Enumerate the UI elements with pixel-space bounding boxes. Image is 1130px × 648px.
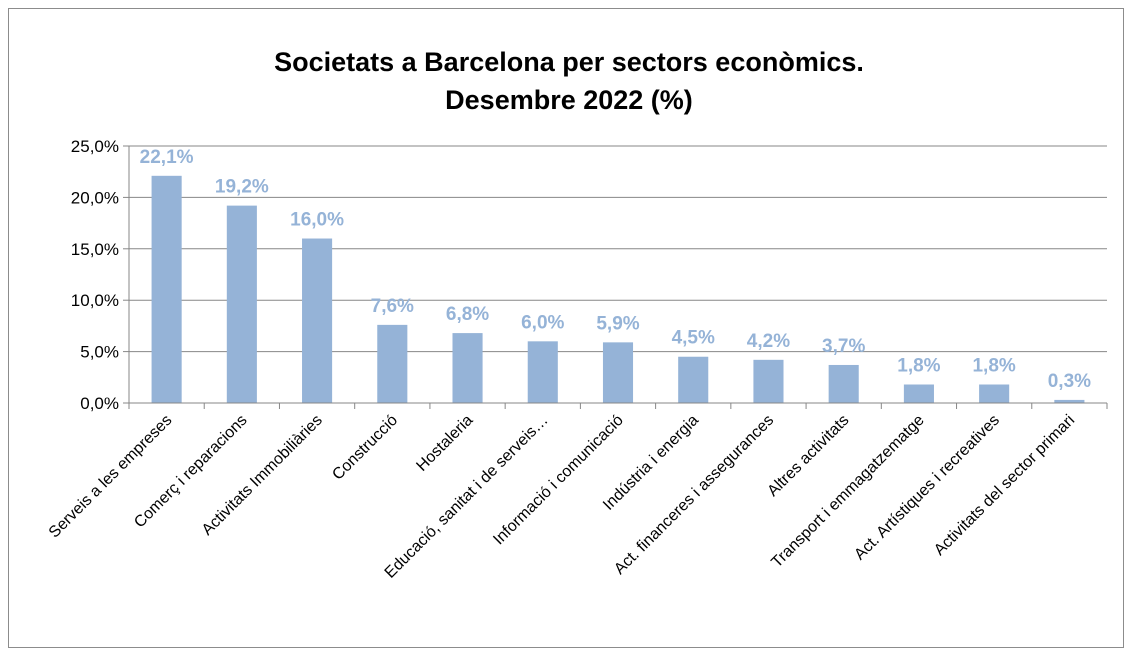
y-tick-label: 25,0% — [71, 137, 119, 156]
data-label: 3,7% — [822, 336, 865, 357]
bar — [979, 384, 1010, 403]
x-tick-label: Hostaleria — [413, 412, 476, 475]
chart-frame: Societats a Barcelona per sectors econòm… — [8, 8, 1124, 648]
bar — [602, 342, 634, 403]
data-label: 19,2% — [215, 177, 269, 198]
bar — [527, 341, 558, 403]
data-label: 6,0% — [521, 312, 564, 333]
bar — [452, 333, 483, 403]
y-tick-label: 0,0% — [80, 394, 119, 413]
x-tick-label: Educació, sanitat i de serveis… — [382, 412, 552, 582]
chart-title-line-1: Societats a Barcelona per sectors econòm… — [274, 47, 864, 77]
x-tick-label: Transport i emmagatzematge — [768, 412, 927, 571]
y-tick-label: 5,0% — [80, 343, 119, 362]
y-tick-label: 10,0% — [71, 291, 119, 310]
bar — [1054, 399, 1085, 403]
x-tick-label: Altres activitats — [764, 412, 852, 500]
y-axis: 0,0% 5,0% 10,0% 15,0% 20,0% 25,0% — [71, 137, 130, 413]
x-tick-label: Act. financeres i assegurances — [611, 412, 777, 578]
bar — [302, 238, 333, 403]
x-tick-label: Activitats Immobiliàries — [199, 412, 326, 539]
data-labels: 22,1% 19,2% 16,0% 7,6% 6,8% 6,0% 5,9% 4,5% 4,2% 3… — [140, 147, 1091, 392]
data-label: 7,6% — [371, 296, 414, 317]
bar — [903, 384, 934, 403]
x-tick-label: Construcció — [329, 412, 401, 484]
bar — [377, 324, 408, 403]
data-label: 4,5% — [672, 328, 715, 349]
data-label: 22,1% — [140, 147, 194, 168]
data-label: 16,0% — [290, 210, 344, 231]
y-tick-label: 20,0% — [71, 188, 119, 207]
bars — [151, 175, 1085, 403]
bar — [151, 175, 182, 403]
data-label: 4,2% — [747, 331, 790, 352]
x-tick-label: Informació i comunicació — [490, 412, 627, 549]
data-label: 5,9% — [596, 313, 639, 334]
bar-chart: Societats a Barcelona per sectors econòm… — [46, 47, 1108, 582]
x-tick-label: Act. Artístiques i recreatives — [851, 412, 1003, 564]
x-tick-label: Serveis a les empreses — [46, 412, 176, 542]
bar — [678, 356, 709, 403]
data-label: 1,8% — [972, 355, 1015, 376]
bar — [226, 205, 257, 403]
x-tick-label: Activitats del sector primari — [931, 412, 1078, 559]
data-label: 0,3% — [1048, 371, 1091, 392]
data-label: 6,8% — [446, 304, 489, 325]
bar — [753, 359, 784, 403]
bar — [828, 364, 859, 403]
y-tick-label: 15,0% — [71, 240, 119, 259]
chart-title-line-2: Desembre 2022 (%) — [445, 85, 693, 115]
gridlines — [129, 145, 1107, 353]
data-label: 1,8% — [897, 355, 940, 376]
